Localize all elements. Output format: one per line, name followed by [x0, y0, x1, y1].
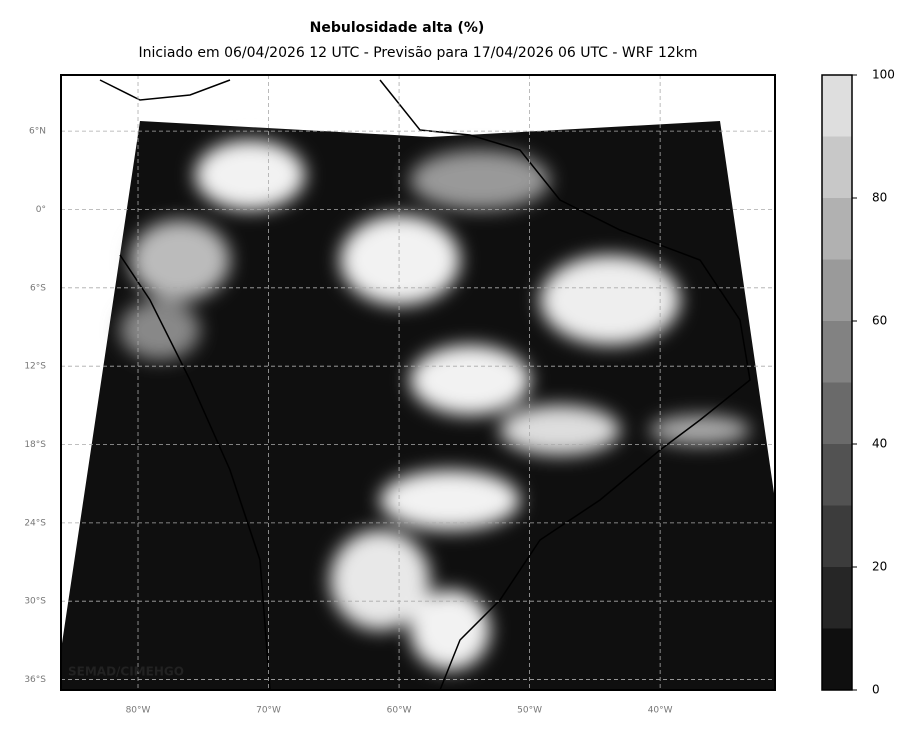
colorbar-label: 100 — [872, 68, 895, 82]
map-area: SEMAD/CIMEHGO — [61, 75, 775, 690]
cloud — [380, 470, 520, 530]
cloud — [650, 415, 750, 445]
colorbar-cell — [822, 75, 852, 137]
lat-label: 36°S — [24, 675, 46, 685]
colorbar-cell — [822, 321, 852, 383]
cloud — [330, 530, 430, 630]
axis-labels: 80°W 70°W 60°W 50°W 40°W 6°N 0° 6°S 12°S 18°S 24°S… — [24, 127, 672, 716]
lat-label: 0° — [36, 205, 46, 215]
cloud — [540, 255, 680, 345]
colorbar-cell — [822, 259, 852, 321]
title: Nebulosidade alta (%) — [310, 20, 485, 36]
lat-label: 24°S — [24, 518, 46, 528]
lon-label: 40°W — [648, 706, 673, 716]
cloud — [410, 150, 550, 210]
colorbar-cell — [822, 382, 852, 444]
lat-label: 18°S — [24, 440, 46, 450]
coastline — [99, 79, 751, 690]
lat-label: 6°S — [30, 283, 46, 293]
cloud — [410, 345, 530, 415]
colorbar-cell — [822, 505, 852, 567]
lon-label: 60°W — [387, 706, 412, 716]
subtitle: Iniciado em 06/04/2026 12 UTC - Previsão… — [138, 45, 697, 61]
watermark: SEMAD/CIMEHGO — [68, 665, 184, 679]
colorbar-label: 60 — [872, 314, 887, 328]
colorbar-cell — [822, 198, 852, 260]
lon-label: 80°W — [126, 706, 151, 716]
colorbar-frame — [821, 74, 853, 691]
lon-label: 70°W — [256, 706, 281, 716]
cloud — [340, 215, 460, 305]
colorbar-label: 20 — [872, 560, 887, 574]
lat-label: 6°N — [29, 127, 46, 137]
colorbar-label: 80 — [872, 191, 887, 205]
grid — [61, 75, 775, 690]
colorbar-label: 0 — [872, 683, 880, 697]
map-frame — [60, 74, 776, 691]
colorbar-cell — [822, 136, 852, 198]
colorbar-label: 40 — [872, 437, 887, 451]
colorbar-cell — [822, 444, 852, 506]
lon-label: 50°W — [517, 706, 542, 716]
colorbar-cell — [822, 567, 852, 629]
lat-label: 12°S — [24, 362, 46, 372]
colorbar-cell — [822, 628, 852, 690]
cloud — [500, 405, 620, 455]
cloud — [195, 140, 305, 210]
cloud — [410, 590, 490, 670]
cloud — [130, 220, 230, 300]
colorbar: 0 20 40 60 80 100 — [821, 68, 895, 697]
lat-label: 30°S — [24, 597, 46, 607]
cloud — [120, 300, 200, 360]
